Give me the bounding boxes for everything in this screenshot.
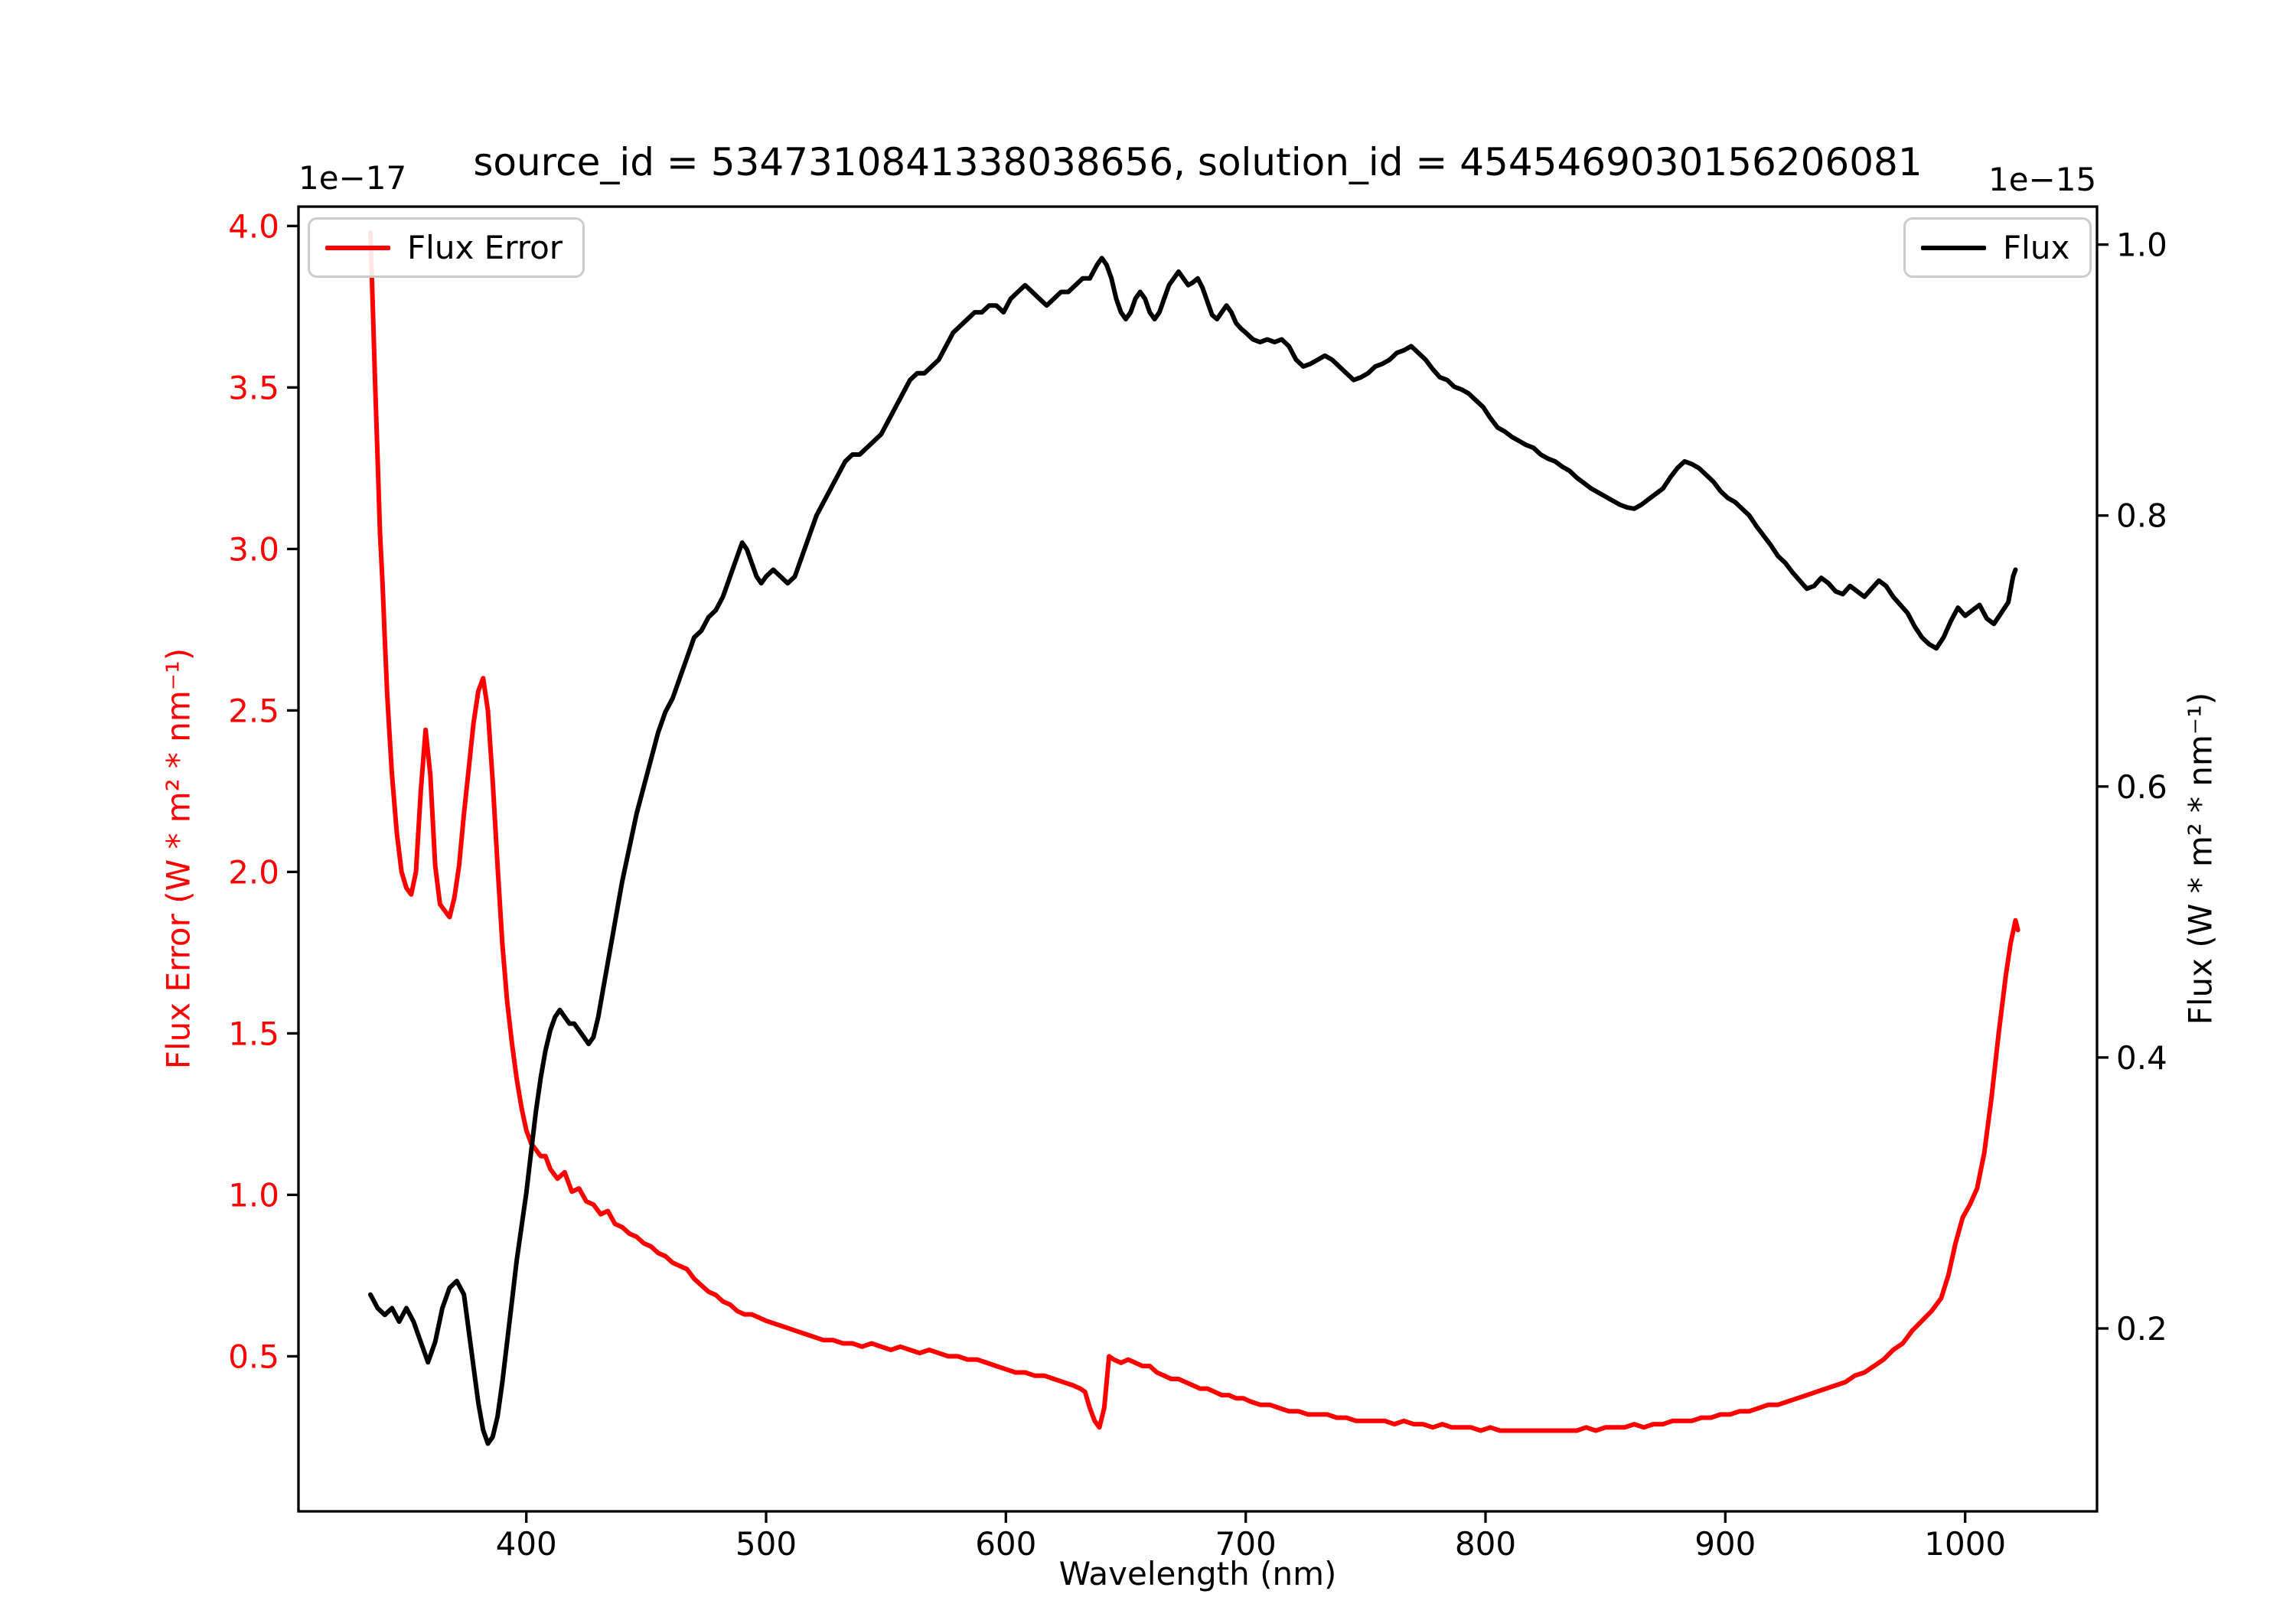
legend-flux-label: Flux (2003, 229, 2070, 266)
x-tick-label: 800 (1455, 1525, 1516, 1563)
left-y-tick-label: 3.5 (228, 369, 279, 406)
x-tick-label: 500 (735, 1525, 797, 1563)
left-axis-offset-text: 1e−17 (298, 159, 407, 197)
legend-flux-error: Flux Error (308, 217, 585, 278)
x-tick-label: 400 (496, 1525, 557, 1563)
left-y-tick-label: 1.5 (228, 1015, 279, 1052)
legend-flux-error-label: Flux Error (407, 229, 563, 266)
left-y-tick-label: 3.0 (228, 530, 279, 568)
right-y-tick-label: 0.6 (2116, 768, 2167, 806)
right-axis-offset-text: 1e−15 (1988, 161, 2097, 198)
right-y-tick-label: 0.4 (2116, 1039, 2167, 1077)
right-y-tick-label: 0.8 (2116, 497, 2167, 535)
right-y-tick-label: 1.0 (2116, 227, 2167, 264)
x-tick-label: 700 (1215, 1525, 1277, 1563)
left-y-tick-label: 2.0 (228, 853, 279, 891)
left-y-tick-label: 1.0 (228, 1176, 279, 1214)
x-tick-label: 600 (975, 1525, 1036, 1563)
flux-error-line-sample (325, 245, 390, 250)
x-tick-label: 900 (1694, 1525, 1756, 1563)
legend-flux: Flux (1903, 217, 2092, 278)
flux-error-curve (368, 230, 2020, 1433)
chart-title: source_id = 5347310841338038656, solutio… (473, 140, 1923, 184)
left-y-tick-label: 0.5 (228, 1338, 279, 1375)
x-axis-label: Wavelength (nm) (1058, 1555, 1337, 1592)
left-y-axis-label: Flux Error (W * m² * nm⁻¹) (159, 647, 197, 1070)
x-tick-label: 1000 (1924, 1525, 2006, 1563)
left-y-tick-label: 4.0 (228, 207, 279, 245)
flux-curve (368, 256, 2018, 1446)
right-y-tick-label: 0.2 (2116, 1310, 2167, 1348)
axes-spines (297, 205, 2099, 1513)
right-y-axis-label: Flux (W * m² * nm⁻¹) (2181, 692, 2219, 1025)
left-y-tick-label: 2.5 (228, 692, 279, 729)
flux-line-sample (1921, 245, 1986, 250)
